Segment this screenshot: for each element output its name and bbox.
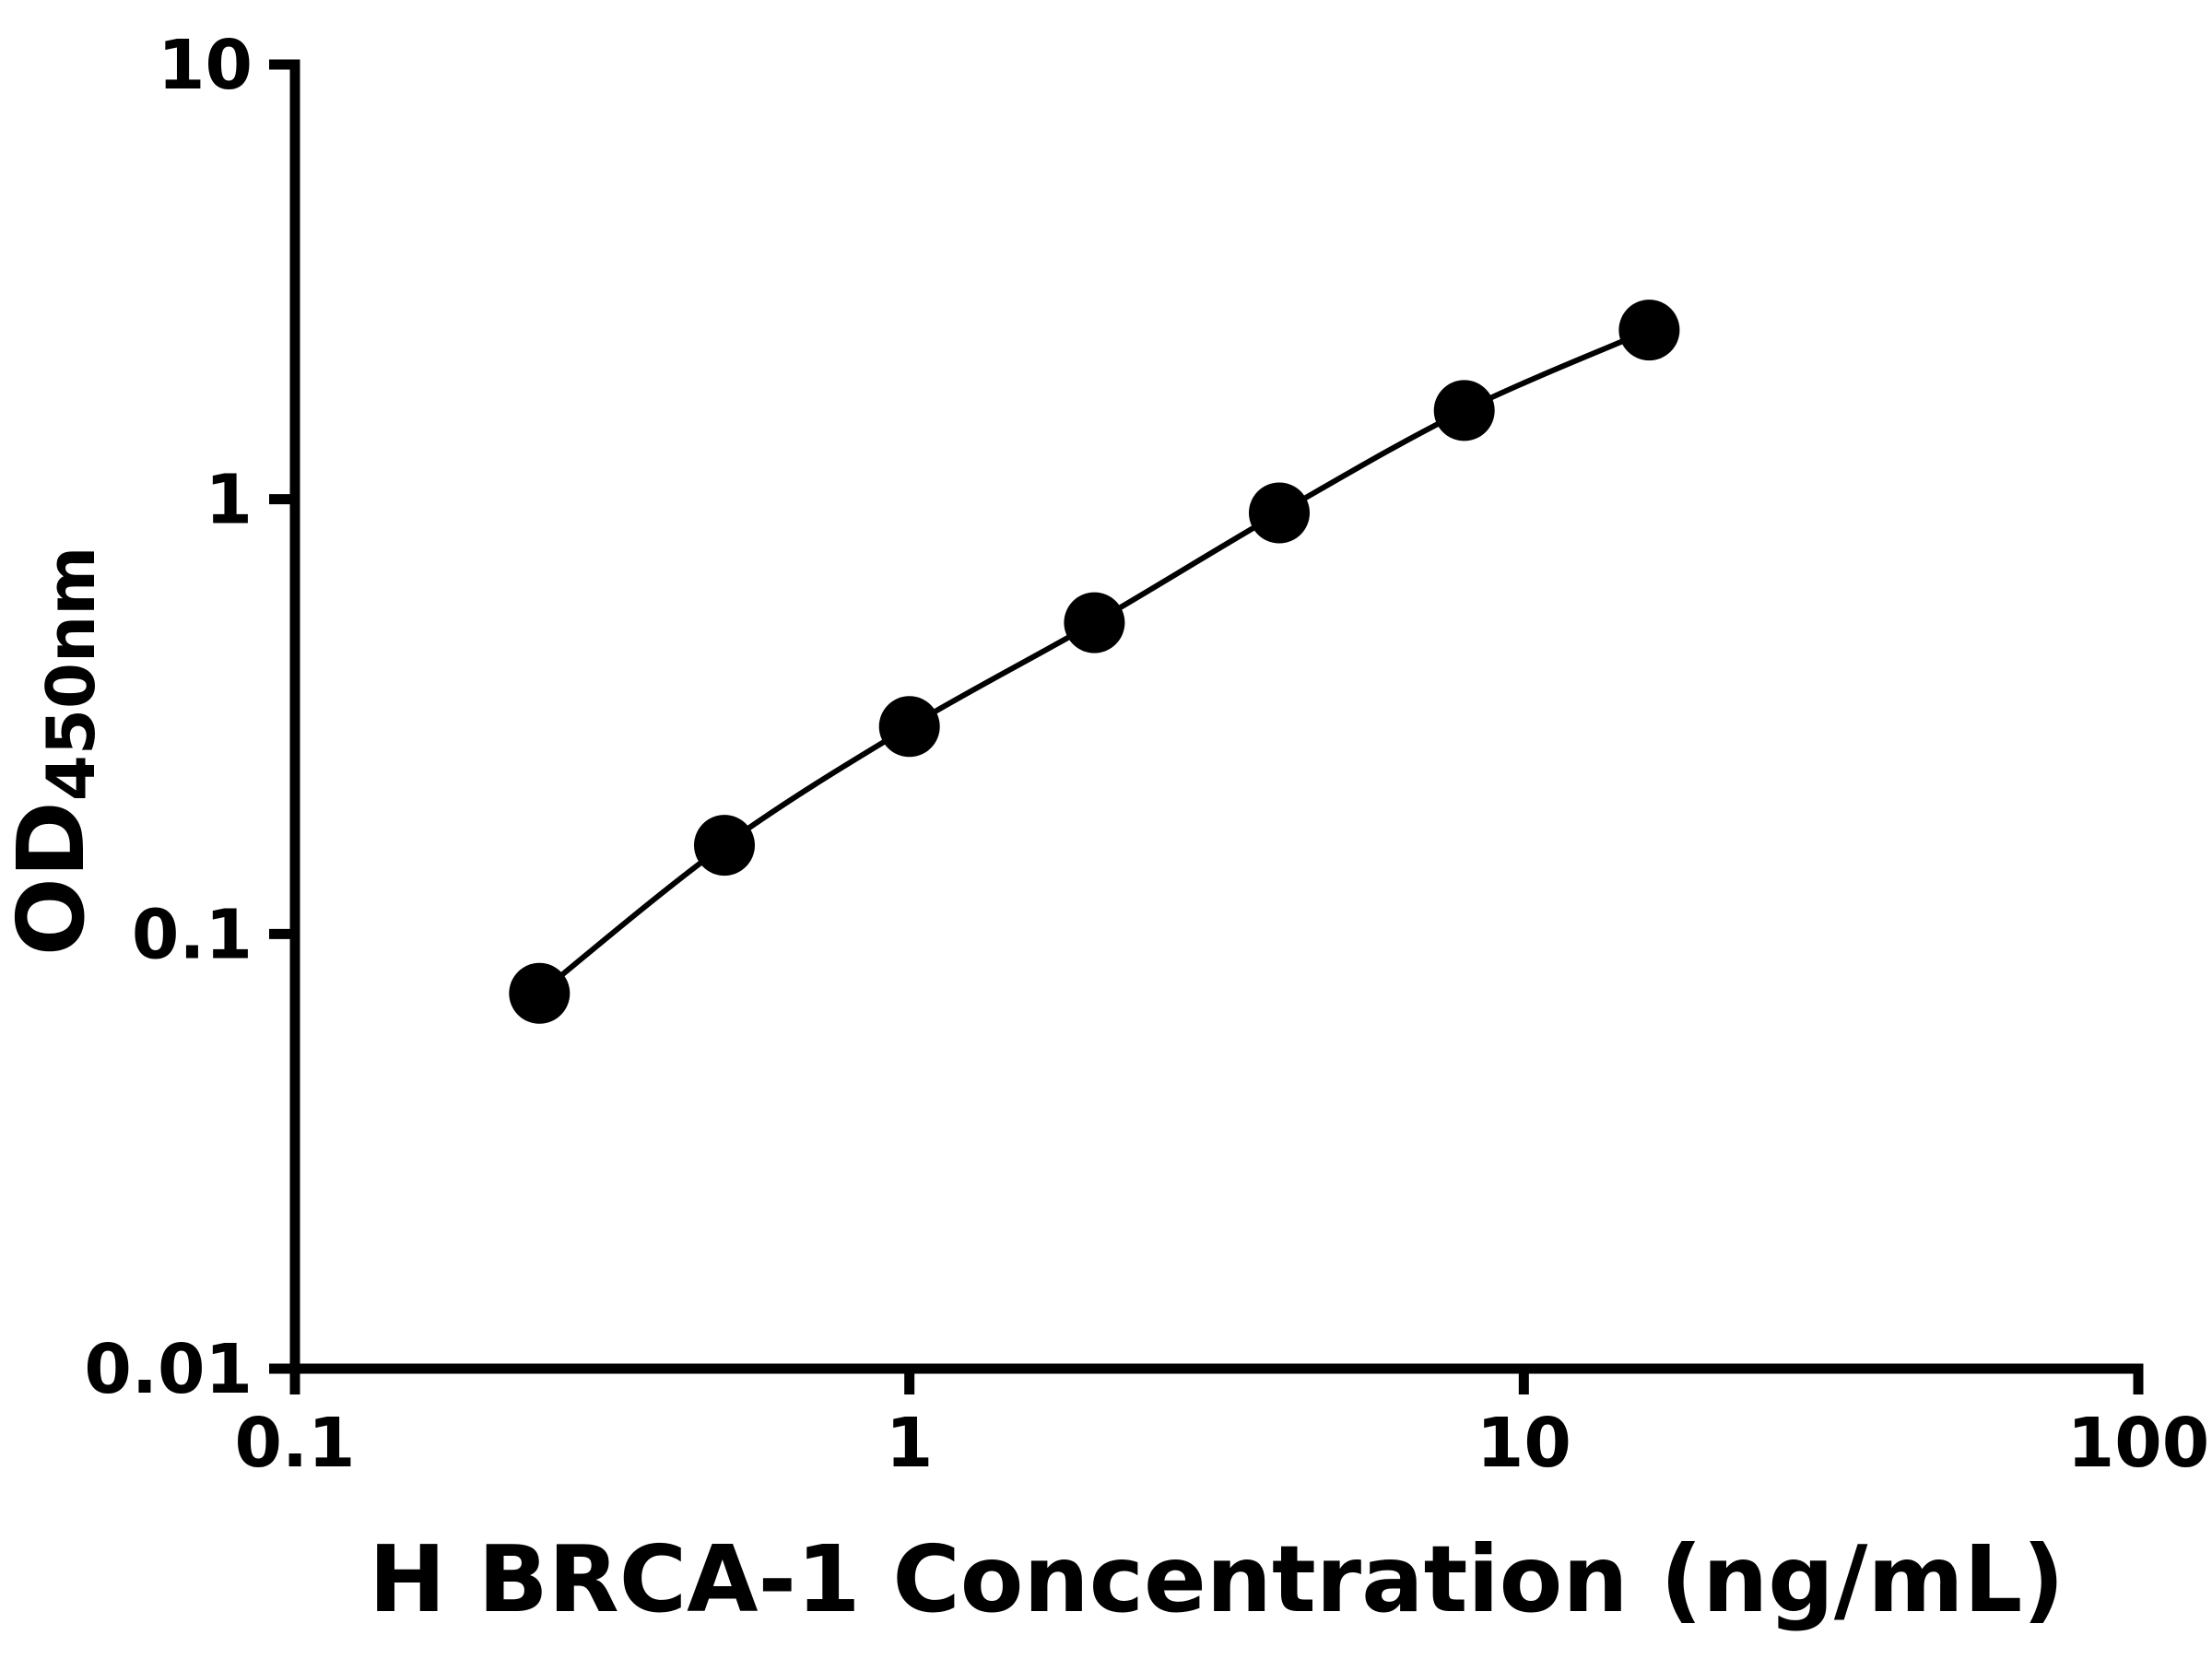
data-point bbox=[1618, 300, 1680, 361]
x-tick-label: 10 bbox=[1477, 1404, 1571, 1483]
y-axis-title-sub: 450nm bbox=[32, 547, 110, 802]
y-tick-label: 0.1 bbox=[132, 895, 253, 974]
y-axis-title-main: OD bbox=[0, 801, 105, 956]
x-axis-title: H BRCA-1 Concentration (ng/mL) bbox=[369, 1525, 2065, 1633]
y-tick-label: 1 bbox=[206, 461, 253, 540]
data-point bbox=[878, 696, 940, 758]
data-point bbox=[694, 815, 755, 877]
x-tick-label: 1 bbox=[886, 1404, 934, 1483]
y-tick-label: 10 bbox=[158, 26, 253, 105]
x-tick-label: 0.1 bbox=[234, 1404, 355, 1483]
axes bbox=[289, 59, 2144, 1374]
data-point bbox=[1249, 482, 1310, 544]
data-point bbox=[509, 962, 571, 1024]
x-tick-label: 100 bbox=[2067, 1404, 2209, 1483]
data-point bbox=[1064, 592, 1125, 653]
data-point bbox=[1433, 380, 1495, 441]
y-axis-title: OD450nm bbox=[0, 547, 110, 957]
y-tick-label: 0.01 bbox=[84, 1330, 253, 1409]
